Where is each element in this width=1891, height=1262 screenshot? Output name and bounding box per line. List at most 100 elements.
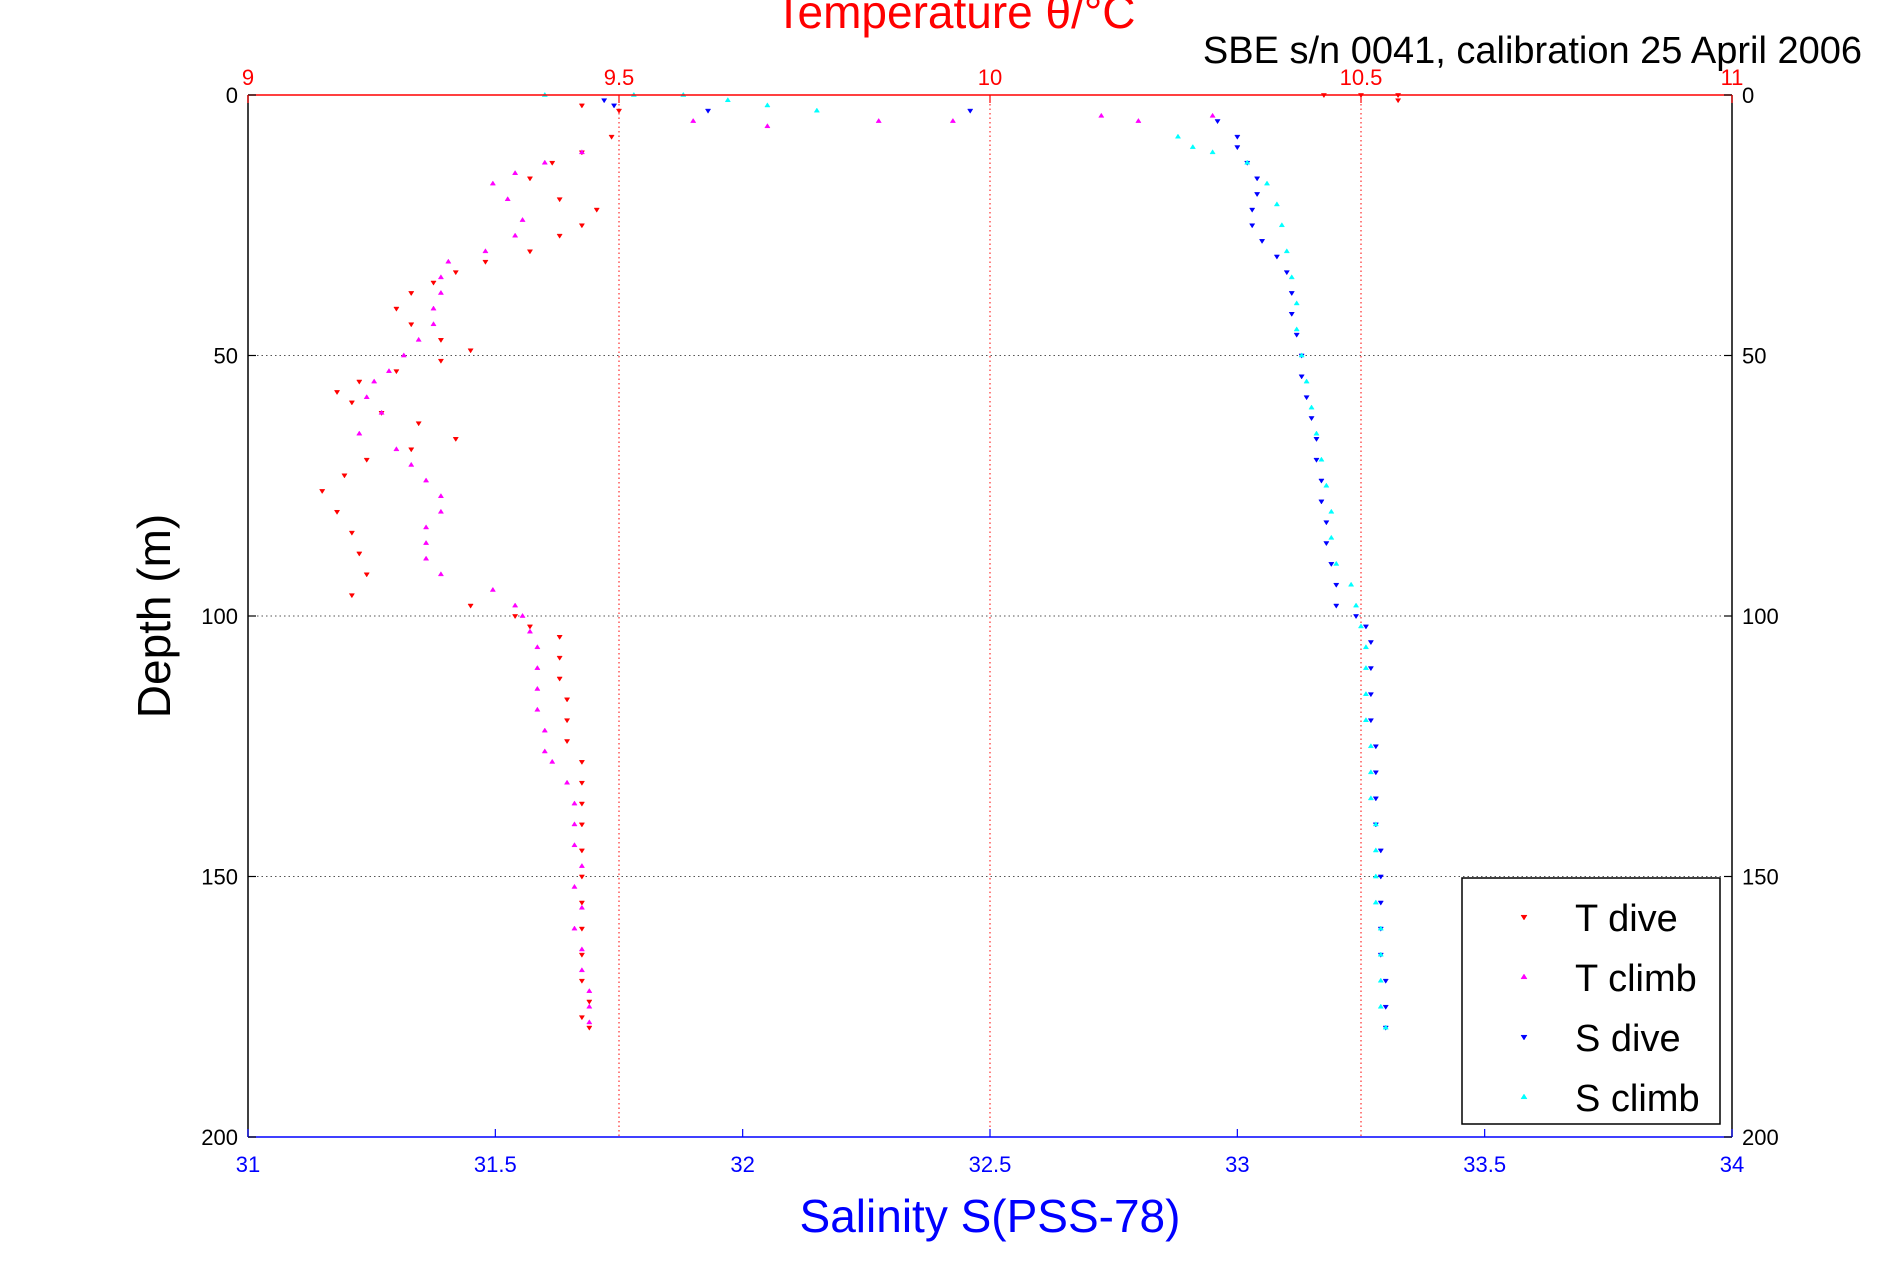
data-point — [578, 926, 585, 932]
data-point — [437, 493, 444, 498]
data-point — [541, 748, 548, 754]
data-point — [437, 571, 444, 577]
data-point — [813, 107, 820, 113]
data-point — [1254, 176, 1261, 182]
data-point — [363, 394, 370, 399]
data-point — [875, 117, 882, 123]
data-point — [1377, 900, 1384, 906]
x-tick-label-top: 9 — [242, 65, 254, 90]
data-point — [1273, 201, 1280, 207]
data-point — [415, 421, 422, 427]
data-point — [1362, 691, 1369, 696]
data-point — [1372, 821, 1379, 827]
y-axis-label: Depth (m) — [128, 514, 180, 718]
data-point — [1333, 603, 1340, 609]
data-point — [1372, 770, 1379, 776]
data-point — [564, 779, 571, 785]
data-point — [1382, 1024, 1389, 1030]
data-point — [564, 739, 571, 745]
data-point — [1328, 562, 1335, 567]
y-tick-label-right: 100 — [1742, 604, 1779, 629]
data-point — [504, 196, 511, 202]
data-point — [1367, 795, 1374, 801]
data-point — [363, 457, 370, 463]
data-point — [1323, 482, 1330, 488]
data-point — [1377, 977, 1384, 983]
data-point — [400, 352, 407, 358]
data-point — [1372, 873, 1379, 879]
legend-marker — [1520, 1093, 1528, 1100]
data-point — [437, 274, 444, 280]
y-tick-label-right: 150 — [1742, 865, 1779, 890]
data-point — [1259, 239, 1266, 244]
legend-marker — [1520, 1034, 1528, 1041]
x-tick-label-bottom: 31 — [236, 1152, 260, 1177]
data-point — [393, 306, 400, 312]
data-point — [489, 180, 496, 186]
x-tick-label-bottom: 34 — [1720, 1152, 1744, 1177]
data-point — [578, 760, 585, 765]
legend-marker — [1520, 973, 1528, 980]
data-point — [526, 249, 534, 255]
data-point — [556, 197, 563, 203]
data-point — [408, 291, 415, 297]
data-point — [333, 509, 341, 515]
data-point — [1209, 149, 1216, 155]
y-tick-label-right: 50 — [1742, 344, 1766, 369]
data-point — [467, 603, 474, 609]
data-point — [578, 103, 585, 109]
data-point — [408, 461, 415, 467]
y-tick-label-right: 200 — [1742, 1125, 1779, 1150]
data-point — [564, 697, 571, 703]
data-point — [1308, 416, 1315, 422]
data-point — [586, 1025, 593, 1031]
data-point — [1318, 499, 1325, 505]
data-point — [534, 644, 541, 650]
data-point — [1135, 117, 1142, 123]
data-point — [1367, 743, 1374, 749]
data-point — [1288, 274, 1295, 280]
y-tick-label-right: 0 — [1742, 83, 1754, 108]
data-point — [1353, 614, 1360, 620]
x-tick-label-bottom: 32.5 — [969, 1152, 1012, 1177]
x-tick-label-bottom: 32 — [730, 1152, 754, 1177]
data-point — [967, 108, 974, 114]
legend-label: S dive — [1575, 1018, 1681, 1060]
data-point — [423, 477, 430, 483]
data-point — [385, 368, 393, 373]
y-tick-label-left: 150 — [201, 865, 238, 890]
data-point — [1298, 352, 1305, 358]
data-point — [1323, 520, 1330, 526]
data-point — [452, 270, 459, 276]
data-point — [519, 216, 526, 222]
data-point — [1263, 180, 1271, 186]
data-point — [578, 822, 585, 828]
data-point — [578, 848, 585, 854]
data-point — [578, 900, 585, 906]
data-point — [578, 223, 585, 229]
data-point — [1288, 291, 1295, 297]
data-point — [571, 842, 578, 848]
data-point — [445, 258, 452, 264]
data-point — [1362, 717, 1369, 723]
data-point — [578, 978, 585, 984]
data-point — [437, 508, 444, 514]
data-point — [1367, 769, 1374, 775]
data-point — [534, 706, 541, 712]
data-point — [1328, 534, 1335, 540]
data-point — [1209, 112, 1216, 118]
data-point — [1333, 582, 1340, 588]
data-point — [1303, 395, 1310, 401]
data-point — [534, 665, 541, 670]
data-point — [482, 259, 489, 265]
data-point — [1283, 248, 1290, 254]
data-point — [571, 821, 578, 827]
data-point — [1318, 456, 1325, 462]
data-point — [1313, 457, 1320, 463]
data-point — [578, 801, 585, 807]
data-point — [319, 489, 326, 495]
data-point — [1353, 602, 1360, 608]
data-point — [593, 207, 600, 213]
data-point — [608, 134, 615, 140]
